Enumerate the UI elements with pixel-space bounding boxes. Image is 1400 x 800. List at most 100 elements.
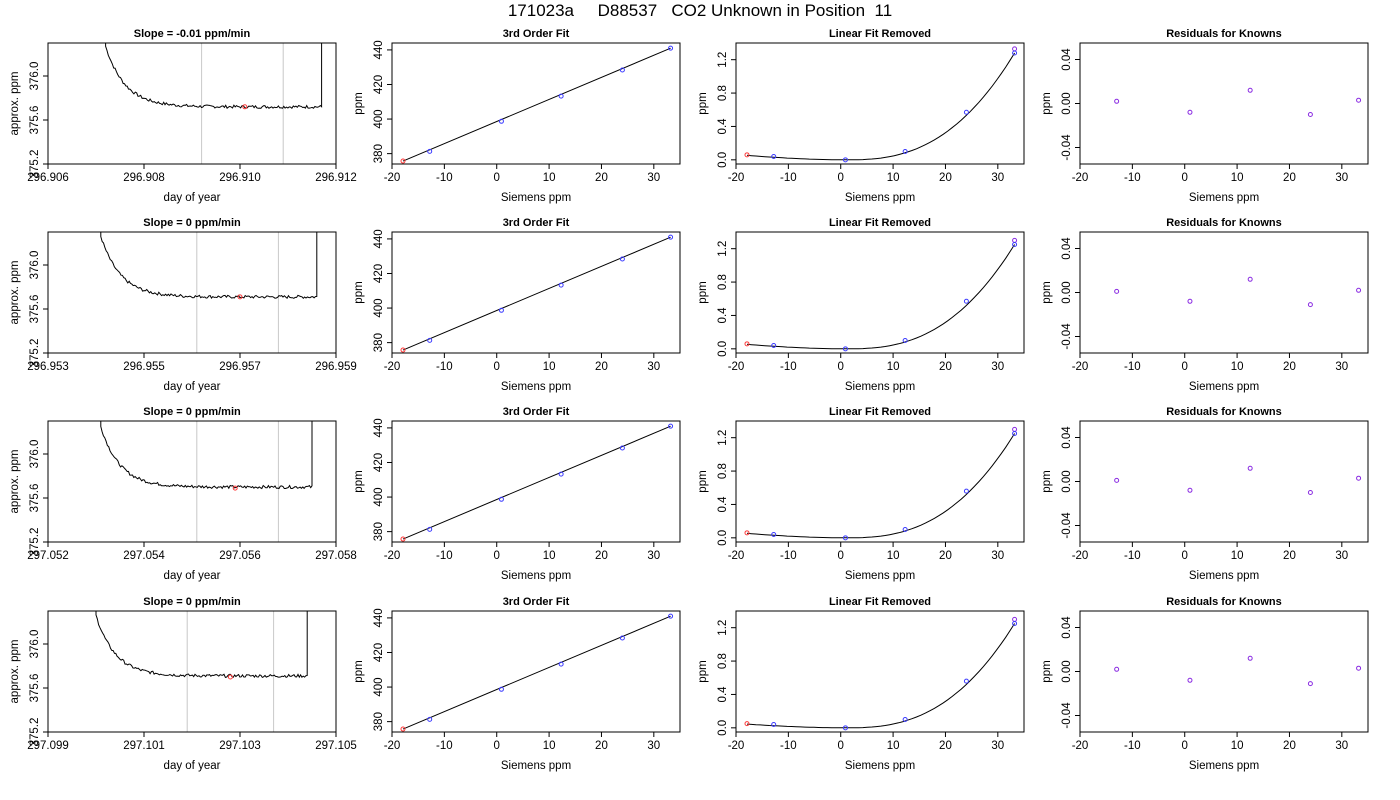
x-tick-label: 296.912: [315, 172, 357, 184]
x-tick-label: 20: [595, 550, 608, 562]
y-tick-label: 0.4: [717, 118, 729, 135]
x-tick-label: 10: [887, 172, 900, 184]
y-tick-label: 440: [373, 418, 385, 437]
known-point: [427, 716, 433, 722]
known-point: [1247, 655, 1253, 661]
chart-panel-9: Slope = 0 ppm/min 297.052 297.054 297.056 29…: [9, 406, 357, 582]
x-tick-label: 30: [1335, 550, 1348, 562]
y-tick-label: 375.2: [29, 150, 41, 179]
x-axis-label: Siemens ppm: [1189, 381, 1259, 393]
x-tick-label: 20: [595, 172, 608, 184]
x-tick-label: 20: [595, 361, 608, 373]
unknown-point: [400, 536, 406, 542]
known-point: [1187, 109, 1193, 115]
x-tick-label: 297.056: [219, 550, 261, 562]
x-tick-label: -10: [780, 172, 797, 184]
known-point: [963, 488, 969, 494]
known-point: [558, 282, 564, 288]
unknown-point: [744, 152, 750, 158]
panel-title: Residuals for Knowns: [1166, 596, 1282, 608]
x-tick-label: 20: [1283, 361, 1296, 373]
plot-area: [100, 232, 318, 353]
panel-title: Linear Fit Removed: [829, 406, 931, 418]
known-point: [619, 445, 625, 451]
x-axis-label: day of year: [164, 192, 221, 204]
x-tick-label: 30: [647, 550, 660, 562]
y-tick-label: 0.4: [717, 307, 729, 324]
y-axis-label: ppm: [697, 660, 709, 682]
x-tick-label: -10: [780, 550, 797, 562]
fit-curve: [746, 433, 1016, 539]
plot-frame: [735, 420, 1025, 543]
x-tick-label: -20: [1072, 172, 1089, 184]
chart-panel-2: 3rd Order Fit -20 -10 0 10 20 30 380 400 420 440 Si…: [353, 28, 681, 204]
trace-line: [100, 421, 313, 490]
panel-title: 3rd Order Fit: [503, 406, 570, 418]
panel-title: Linear Fit Removed: [829, 28, 931, 40]
x-tick-label: -10: [780, 361, 797, 373]
fit-endpoint-point: [1012, 237, 1018, 243]
unknown-point: [744, 530, 750, 536]
y-tick-label: -0.04: [1061, 512, 1073, 539]
x-tick-label: 20: [939, 740, 952, 752]
x-tick-label: 10: [887, 361, 900, 373]
x-tick-label: -20: [384, 172, 401, 184]
plot-area: [400, 613, 674, 732]
known-point: [619, 635, 625, 641]
plot-area: [1114, 655, 1362, 687]
y-tick-label: 1.2: [717, 620, 729, 636]
known-point: [771, 342, 777, 348]
y-axis-label: ppm: [1041, 660, 1053, 682]
y-tick-label: 440: [373, 608, 385, 627]
x-tick-label: 10: [887, 550, 900, 562]
x-tick-label: 20: [1283, 172, 1296, 184]
known-point: [668, 613, 674, 619]
x-tick-label: 30: [991, 172, 1004, 184]
fit-line: [402, 425, 671, 540]
known-point: [427, 526, 433, 532]
known-point: [902, 337, 908, 343]
x-tick-label: 296.908: [123, 172, 165, 184]
x-tick-label: -10: [1124, 740, 1141, 752]
y-tick-label: 400: [373, 487, 385, 506]
x-tick-label: 0: [494, 361, 500, 373]
x-tick-label: -20: [728, 361, 745, 373]
x-tick-label: -20: [728, 172, 745, 184]
known-point: [842, 535, 848, 541]
x-tick-label: -20: [384, 361, 401, 373]
known-point: [558, 661, 564, 667]
x-axis-label: Siemens ppm: [501, 381, 571, 393]
y-tick-label: -0.04: [1061, 702, 1073, 729]
x-tick-label: 0: [494, 740, 500, 752]
chart-panel-1: Slope = -0.01 ppm/min 296.906 296.908 296.9…: [9, 28, 357, 204]
unknown-point: [242, 104, 248, 110]
x-tick-label: 296.959: [315, 361, 357, 373]
known-point: [619, 256, 625, 262]
x-tick-label: 0: [1182, 172, 1188, 184]
plot-area: [100, 421, 313, 542]
known-point: [1114, 288, 1120, 294]
y-tick-label: 400: [373, 677, 385, 696]
panel-title: Slope = 0 ppm/min: [143, 596, 241, 608]
known-point: [842, 346, 848, 352]
x-tick-label: 20: [939, 550, 952, 562]
x-axis-label: Siemens ppm: [845, 760, 915, 772]
y-tick-label: 375.6: [29, 106, 41, 135]
y-tick-label: 0.00: [1061, 92, 1073, 114]
y-axis-label: approx. ppm: [9, 261, 21, 325]
y-tick-label: 420: [373, 75, 385, 94]
known-point: [902, 148, 908, 154]
y-axis-label: ppm: [697, 281, 709, 303]
known-point: [1356, 97, 1362, 103]
panel-title: 3rd Order Fit: [503, 28, 570, 40]
y-axis-label: approx. ppm: [9, 450, 21, 514]
y-tick-label: 375.6: [29, 295, 41, 324]
x-tick-label: -10: [436, 361, 453, 373]
x-tick-label: -20: [1072, 361, 1089, 373]
chart-panel-3: Linear Fit Removed -20 -10 0 10 20 30 0.0 0.4 0.8…: [697, 28, 1025, 204]
x-tick-label: -10: [436, 740, 453, 752]
plot-area: [1114, 465, 1362, 495]
trace-line: [100, 232, 318, 300]
x-tick-label: 296.953: [27, 361, 69, 373]
x-tick-label: 296.955: [123, 361, 165, 373]
